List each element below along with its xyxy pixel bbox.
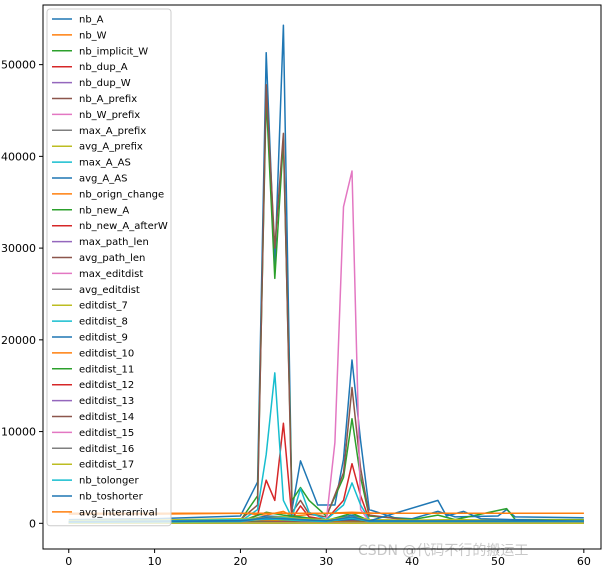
legend-label: max_A_AS — [79, 158, 131, 169]
legend-label: editdist_15 — [79, 428, 134, 439]
legend-label: editdist_17 — [79, 460, 134, 471]
legend-label: avg_A_AS — [79, 174, 127, 185]
series-line-editdist_9 — [68, 499, 584, 523]
axis-layer: 0 10 20 30 40 50 60 0 10000 20000 30000 40000 50000 — [1, 59, 591, 568]
legend-label: nb_new_A — [79, 205, 129, 216]
y-tick-label: 10000 — [1, 426, 36, 439]
x-tick-label: 40 — [405, 555, 419, 568]
legend-label: editdist_14 — [79, 412, 134, 423]
plot-frame — [42, 4, 602, 550]
legend-label: nb_new_A_afterW — [79, 221, 168, 232]
legend-label: editdist_16 — [79, 444, 134, 455]
x-tick-label: 50 — [491, 555, 505, 568]
series-line-nb_dup_A — [68, 422, 584, 524]
y-tick-label: 40000 — [1, 150, 36, 163]
x-tick-label: 10 — [148, 555, 162, 568]
legend-label: max_path_len — [79, 237, 149, 248]
legend-label: nb_dup_W — [79, 78, 131, 89]
legend-label: max_A_prefix — [79, 126, 146, 137]
legend-label: editdist_12 — [79, 380, 134, 391]
legend-box — [46, 8, 172, 527]
legend-label: nb_dup_A — [79, 62, 128, 73]
series-line-editdist_7 — [68, 516, 584, 522]
legend-label: avg_path_len — [79, 253, 145, 264]
legend-label: editdist_11 — [79, 364, 134, 375]
y-tick-label: 20000 — [1, 334, 36, 347]
legend-label: nb_orign_change — [79, 189, 164, 200]
legend-label: nb_W_prefix — [79, 110, 140, 121]
series-line-max_A_AS — [68, 372, 584, 524]
legend-label: max_editdist — [79, 269, 143, 280]
legend-label: editdist_10 — [79, 348, 134, 359]
legend-label: nb_A_prefix — [79, 94, 137, 105]
watermark: CSDN @代码不行的搬运工 — [358, 543, 528, 559]
legend-label: nb_toshorter — [79, 492, 144, 503]
legend-label: nb_implicit_W — [79, 46, 148, 57]
legend-label: nb_W — [79, 30, 107, 41]
legend-label: editdist_8 — [79, 317, 128, 328]
legend-label: avg_editdist — [79, 285, 140, 296]
legend-label: avg_A_prefix — [79, 142, 143, 153]
legend-label: editdist_13 — [79, 396, 134, 407]
legend-label: nb_A — [79, 15, 104, 26]
y-tick-label: 50000 — [1, 59, 36, 72]
series-line-nb_A_prefix — [68, 84, 584, 523]
series-line-nb_toshorter — [68, 516, 584, 523]
x-tick-label: 60 — [577, 555, 591, 568]
x-tick-label: 30 — [319, 555, 333, 568]
y-tick-label: 0 — [29, 517, 36, 530]
legend: nb_A nb_W nb_implicit_W nb_dup_A nb_dup_W nb_… — [46, 8, 172, 527]
x-tick-label: 20 — [233, 555, 247, 568]
legend-label: editdist_9 — [79, 333, 128, 344]
x-tick-label: 0 — [65, 555, 72, 568]
legend-label: editdist_7 — [79, 301, 128, 312]
legend-label: avg_interarrival — [79, 507, 157, 518]
legend-label: nb_tolonger — [79, 476, 139, 487]
y-tick-label: 30000 — [1, 242, 36, 255]
series-layer — [68, 24, 584, 524]
